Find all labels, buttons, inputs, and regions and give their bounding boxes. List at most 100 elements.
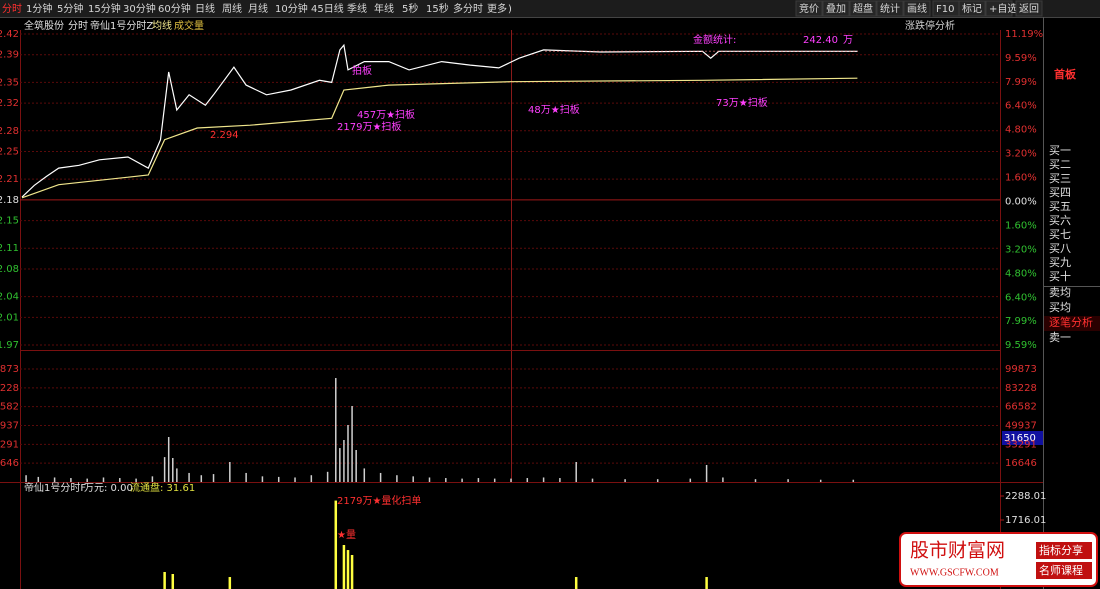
toolbar-item[interactable]: 超盘 [853, 2, 873, 15]
cursor-label: 31650 [1004, 433, 1036, 444]
volume-bar [86, 478, 88, 482]
y2-tick-label: 6.40% [1005, 292, 1037, 303]
volume-bar [277, 476, 280, 482]
volume-bar [212, 474, 215, 482]
y2-tick-label: 2288.01 [1005, 491, 1046, 502]
side-item[interactable]: 卖均 [1049, 286, 1071, 299]
side-item[interactable]: 逐笔分析 [1049, 315, 1093, 329]
indicator-name: 帝仙1号分时Z [90, 19, 153, 32]
toolbar-item[interactable]: 叠加 [826, 3, 846, 15]
toolbar-item[interactable]: 季线 [347, 2, 367, 15]
volume-bar [705, 464, 708, 482]
toolbar-item[interactable]: 画线 [907, 2, 927, 15]
toolbar-item[interactable]: 返回 [1019, 3, 1039, 15]
float-label: 流通盘: 31.61 [130, 481, 195, 494]
watermark-name: 股市财富网 [910, 539, 1005, 561]
toolbar-item[interactable]: 45日线 [311, 2, 344, 15]
amount-label: 万元: 0.00 [84, 483, 133, 494]
annotation: 2.294 [210, 130, 239, 141]
y-tick-label: 2.28 [0, 126, 19, 137]
indicator-bar [163, 571, 166, 589]
toolbar-item[interactable]: 15分钟 [88, 2, 121, 15]
volume-bar [163, 457, 166, 482]
y2-tick-label: 99873 [1005, 364, 1037, 375]
volume-bar [722, 477, 724, 482]
toolbar-item[interactable]: 10分钟 [275, 2, 308, 15]
volume-bar [355, 450, 357, 482]
toolbar-item[interactable]: 5分钟 [57, 2, 83, 15]
toolbar-item[interactable]: 1分钟 [26, 2, 52, 15]
toolbar-button [1015, 0, 1043, 17]
annotation: 2179万★量化扫单 [337, 494, 421, 507]
y-tick-label: 2.32 [0, 98, 19, 109]
y-tick-label: 83228 [0, 383, 19, 394]
toolbar-item[interactable]: 竞价 [799, 2, 819, 15]
y-tick-label: 2.35 [0, 77, 19, 88]
avg-label: 均线 [152, 19, 172, 32]
watermark-url: WWW.GSCFW.COM [910, 567, 999, 578]
volume-bar [347, 424, 349, 482]
volume-bar [477, 478, 480, 482]
volume-bar [754, 479, 757, 482]
toolbar-item[interactable]: 周线 [222, 2, 242, 15]
toolbar-item[interactable]: 5秒 [402, 2, 418, 15]
toolbar-item[interactable]: +自选 [989, 2, 1017, 15]
indicator-bar [342, 545, 346, 589]
side-item[interactable]: 买七 [1049, 228, 1071, 241]
badge: 首板 [1054, 67, 1077, 81]
volume-bar [461, 478, 463, 482]
volume-bar [819, 479, 822, 482]
y2-tick-label: 7.99% [1005, 316, 1037, 327]
volume-bar [167, 437, 170, 482]
toolbar-item[interactable]: F10 [936, 4, 954, 15]
volume-bar [119, 478, 121, 482]
toolbar-button [822, 0, 850, 17]
toolbar-item[interactable]: 日线 [195, 2, 215, 15]
side-item[interactable]: 买三 [1049, 172, 1071, 185]
y2-tick-label: 7.99% [1005, 77, 1037, 88]
toolbar-item[interactable]: 统计 [880, 2, 900, 15]
limit-analysis[interactable]: 涨跌停分析 [905, 19, 955, 32]
volume-bar [396, 475, 398, 482]
side-item[interactable]: 买十 [1049, 269, 1071, 283]
watermark-tag: 指标分享 [1039, 543, 1083, 557]
y2-tick-label: 9.59% [1005, 340, 1037, 351]
side-item[interactable]: 买五 [1049, 200, 1071, 213]
side-item[interactable]: 买八 [1049, 242, 1071, 255]
toolbar-item[interactable]: 月线 [248, 2, 268, 15]
side-highlight [1044, 316, 1100, 331]
toolbar-item[interactable]: 60分钟 [158, 2, 191, 15]
y2-tick-label: 16646 [1005, 458, 1037, 469]
side-item[interactable]: 卖一 [1049, 331, 1071, 344]
price-line [21, 77, 858, 199]
toolbar-item[interactable]: 30分钟 [123, 2, 156, 15]
y-tick-label: 49937 [0, 420, 19, 431]
side-item[interactable]: 买二 [1049, 158, 1071, 171]
toolbar-item[interactable]: 15秒 [426, 2, 449, 15]
side-item[interactable]: 买均 [1049, 301, 1071, 314]
volume-bar [343, 440, 345, 482]
toolbar-button [985, 0, 1013, 17]
volume-bar [37, 476, 40, 482]
volume-bar [656, 479, 659, 482]
toolbar-item[interactable]: 标记 [962, 3, 982, 15]
toolbar-item[interactable]: ) [508, 4, 512, 15]
side-item[interactable]: 买一 [1049, 144, 1071, 157]
toolbar-item[interactable]: 年线 [374, 2, 394, 15]
y2-tick-label: 11.19% [1005, 29, 1043, 40]
toolbar-button [958, 0, 986, 17]
annotation: 拍板 [352, 64, 372, 77]
watermark: 股市财富网 WWW.GSCFW.COM 指标分享 名师课程 [899, 532, 1098, 587]
side-item[interactable]: 买九 [1049, 256, 1071, 269]
toolbar-item[interactable]: 更多 [487, 2, 507, 15]
side-item[interactable]: 买四 [1049, 186, 1071, 199]
y2-tick-label: 66582 [1005, 402, 1037, 413]
toolbar-button [795, 0, 823, 17]
y2-tick-label: 4.80% [1005, 125, 1037, 136]
toolbar-item[interactable]: 分时 [2, 3, 22, 15]
indicator-bar [346, 550, 350, 589]
toolbar-item[interactable]: 多分时 [453, 2, 483, 15]
mode: 分时 [68, 20, 88, 32]
annotation: ★量 [337, 529, 356, 541]
side-item[interactable]: 买六 [1049, 214, 1071, 227]
